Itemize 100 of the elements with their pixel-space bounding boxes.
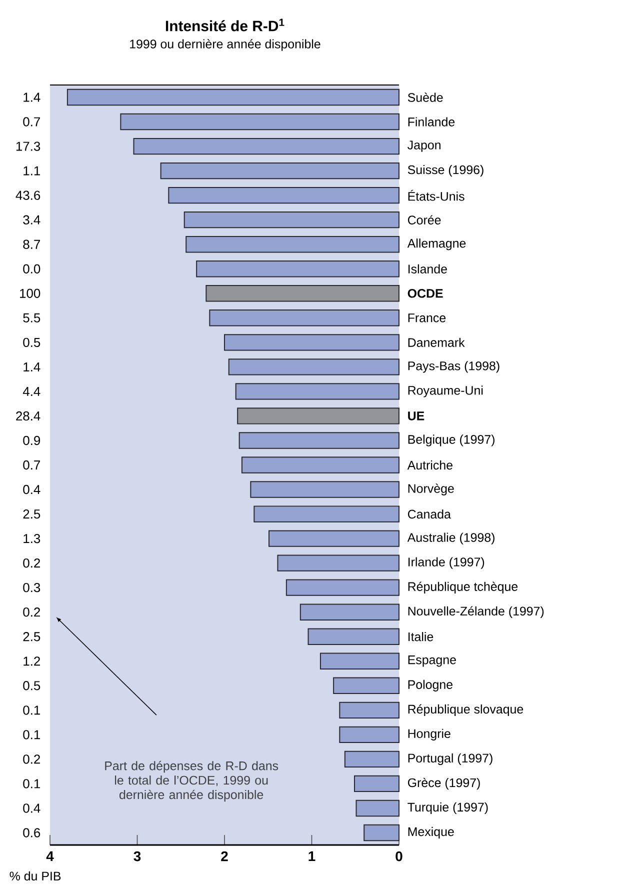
bar (160, 162, 400, 180)
y-tick-label: Corée (408, 215, 441, 224)
bar (364, 824, 400, 842)
x-axis-title: % du PIB (10, 871, 61, 880)
y-tick-label: Pologne (408, 680, 452, 692)
text: 0.0 (23, 264, 40, 274)
y-tick-label: Norvège (408, 484, 454, 496)
y-tick-label: UE (408, 412, 424, 420)
bar (339, 726, 400, 744)
text: 1.4 (24, 92, 40, 102)
text: 0.7 (23, 460, 40, 470)
bar (356, 800, 400, 817)
bar (196, 260, 400, 278)
y-tick-label: Canada (408, 509, 451, 519)
bar (184, 211, 400, 228)
bar (320, 652, 400, 670)
text: 2.5 (23, 632, 40, 642)
bar (254, 506, 400, 522)
bar (206, 285, 400, 302)
bar (268, 530, 400, 547)
text: 1.3 (24, 534, 40, 544)
y-tick-label: Finlande (408, 117, 455, 126)
bar (354, 775, 400, 792)
text: 0.5 (23, 681, 40, 690)
text: 100 (20, 288, 40, 298)
y-tick-label: République tchèque (408, 582, 518, 594)
x-tick-label: 3 (134, 851, 141, 862)
text: 3.4 (23, 215, 40, 224)
bar (308, 628, 400, 645)
bar (120, 113, 400, 130)
y-tick-label: Danemark (408, 338, 465, 347)
x-tick-label: 0 (396, 851, 402, 862)
text: 0.1 (23, 706, 40, 715)
y-tick-label: Australie (1998) (407, 532, 494, 544)
y-tick-label: Suède (408, 92, 443, 102)
text: 2.5 (23, 509, 40, 519)
text: 0.7 (23, 117, 40, 126)
text: 0.5 (23, 338, 40, 348)
y-tick-label: Portugal (1997) (408, 753, 492, 765)
text: 4.4 (22, 387, 40, 396)
text: 28.4 (16, 411, 40, 421)
y-tick-label: République slovaque (408, 704, 524, 716)
text: 0.1 (23, 730, 40, 740)
y-tick-label: Japon (408, 140, 440, 152)
y-tick-label: Belgique (1997) (408, 434, 494, 446)
bar (237, 408, 400, 424)
text: 0.6 (23, 828, 40, 838)
y-tick-label: Islande (408, 264, 447, 274)
x-tick-label: 4 (46, 851, 54, 861)
text: 17.3 (16, 142, 40, 151)
y-tick-label: France (408, 314, 446, 322)
y-tick-label: Italie (408, 632, 434, 642)
bar (286, 579, 400, 596)
text: 0.4 (23, 804, 40, 813)
y-tick-label: Espagne (408, 656, 456, 667)
text: 0.2 (23, 754, 40, 764)
bar (333, 677, 400, 694)
x-tick-label: 1 (308, 851, 316, 861)
y-tick-label: Suisse (1996) (408, 165, 484, 177)
bar (66, 88, 400, 106)
y-tick-label: Autriche (407, 460, 452, 470)
text: 1.4 (24, 362, 40, 372)
y-tick-label: Allemagne (407, 238, 466, 250)
y-tick-label: Nouvelle-Zélande (1997) (408, 606, 544, 618)
bar (209, 310, 400, 326)
text: 0.1 (23, 779, 40, 788)
y-tick-label: Turquie (1997) (408, 802, 488, 814)
text: 1.1 (24, 166, 40, 176)
chart-title: Intensité de R-D$^{1}$ (166, 18, 284, 32)
y-tick-label: Pays-Bas (1998) (408, 361, 500, 373)
y-tick-label: Irlande (1997) (408, 557, 484, 569)
text: 1.2 (24, 656, 40, 666)
bar (235, 383, 400, 400)
bar (224, 334, 400, 351)
bar (300, 604, 400, 620)
bar (250, 481, 400, 498)
chart-subtitle: 1999 ou dernière année disponible (130, 39, 320, 51)
bar (186, 236, 400, 253)
x-tick-label: 2 (221, 851, 228, 862)
bar (344, 750, 400, 768)
bar (241, 456, 400, 474)
bar (339, 702, 400, 719)
bar (228, 358, 400, 376)
text: 43.6 (16, 190, 40, 200)
y-tick-label: Hongrie (408, 728, 450, 740)
annotation: Part de dépenses de R-D dans le total de l’OCDE, 1999 ou dernière année disponible (105, 760, 278, 802)
bar (277, 554, 400, 572)
y-tick-label: OCDE (408, 288, 443, 298)
text: 8.7 (23, 240, 40, 249)
text: 0.3 (23, 582, 40, 592)
text: 0.4 (23, 484, 40, 494)
text: 5.5 (23, 313, 40, 322)
text: 0.2 (23, 558, 40, 568)
bar (133, 138, 400, 155)
text: 0.2 (23, 608, 40, 617)
y-tick-label: États-Unis (408, 190, 464, 201)
y-tick-label: Grèce (1997) (408, 778, 480, 790)
bar (168, 186, 400, 204)
y-tick-label: Mexique (408, 826, 454, 839)
y-tick-label: Royaume-Uni (408, 386, 483, 398)
